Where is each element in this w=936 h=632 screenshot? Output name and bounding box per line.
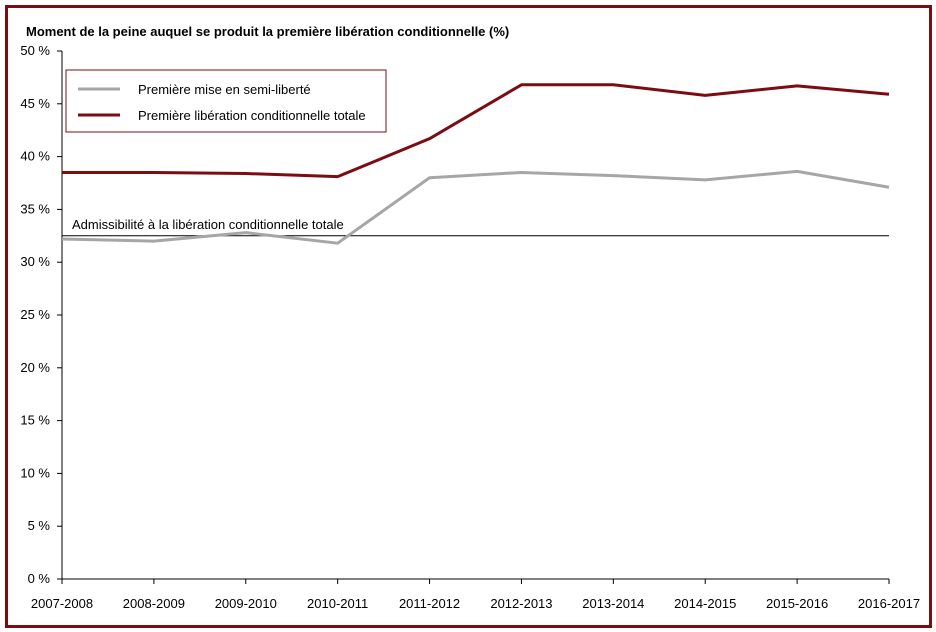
- legend-box: [65, 69, 387, 133]
- y-tick-label: 40 %: [20, 149, 50, 164]
- x-tick-label: 2010-2011: [307, 596, 368, 611]
- x-tick-label: 2014-2015: [674, 596, 736, 611]
- x-ticks: 2007-2008 2008-2009 2009-2010 2010-2011 2011…: [31, 579, 920, 611]
- x-tick-label: 2007-2008: [31, 596, 93, 611]
- x-tick-label: 2013-2014: [582, 596, 644, 611]
- y-tick-label: 5 %: [28, 518, 51, 533]
- y-tick-label: 20 %: [20, 360, 50, 375]
- y-tick-label: 30 %: [20, 254, 50, 269]
- x-tick-label: 2008-2009: [123, 596, 185, 611]
- y-tick-label: 10 %: [20, 465, 50, 480]
- y-tick-label: 45 %: [20, 96, 50, 111]
- reference-line-group: Admissibilité à la libération conditionn…: [62, 217, 889, 237]
- x-tick-label: 2009-2010: [215, 596, 277, 611]
- legend-label-liberation-totale: Première libération conditionnelle total…: [138, 108, 366, 123]
- x-tick-label: 2012-2013: [490, 596, 552, 611]
- y-tick-label: 15 %: [20, 413, 50, 428]
- reference-line-label: Admissibilité à la libération conditionn…: [72, 217, 344, 232]
- series-line-semi-liberte: [61, 169, 890, 245]
- legend: Première mise en semi-liberté Première l…: [65, 69, 387, 133]
- x-tick-label: 2011-2012: [399, 596, 460, 611]
- y-tick-label: 50 %: [20, 43, 50, 58]
- y-tick-label: 35 %: [20, 201, 50, 216]
- x-tick-label: 2016-2017: [858, 596, 920, 611]
- x-tick-label: 2015-2016: [766, 596, 828, 611]
- series-group: [61, 83, 890, 245]
- chart-title: Moment de la peine auquel se produit la …: [26, 24, 509, 39]
- legend-label-semi-liberte: Première mise en semi-liberté: [138, 82, 311, 97]
- y-tick-label: 25 %: [20, 307, 50, 322]
- series-line-liberation-totale: [62, 83, 890, 179]
- y-ticks: 0 % 5 % 10 % 15 % 20 % 25 % 30 % 35 % 40 % 45 % 50…: [20, 43, 62, 586]
- y-tick-label: 0 %: [28, 571, 51, 586]
